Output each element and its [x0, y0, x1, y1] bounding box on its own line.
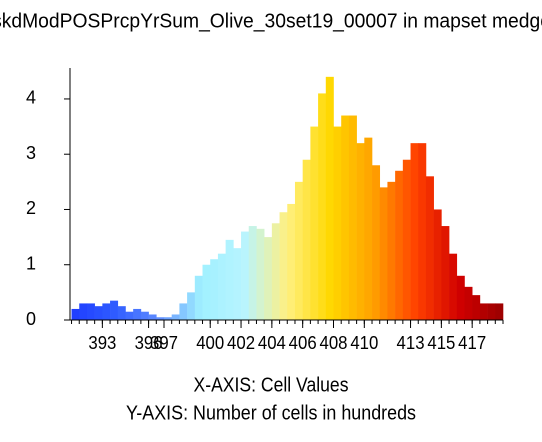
- bar: [225, 239, 234, 320]
- x-tick-label: 396: [135, 333, 163, 353]
- bar: [94, 306, 103, 320]
- x-tick-label: 404: [258, 333, 286, 353]
- bar: [356, 143, 365, 320]
- y-axis-label: Y-AXIS: Number of cells in hundreds: [126, 402, 416, 424]
- bar: [294, 181, 303, 320]
- bar: [110, 300, 119, 320]
- bar: [364, 137, 373, 320]
- bar: [148, 314, 157, 320]
- bar: [140, 311, 149, 320]
- bar: [125, 311, 134, 320]
- x-tick-label: 406: [289, 333, 317, 353]
- bar: [117, 306, 126, 320]
- bar: [256, 228, 265, 320]
- bar: [179, 303, 188, 320]
- bar: [102, 303, 111, 320]
- bar: [71, 308, 80, 320]
- bar: [271, 223, 280, 320]
- y-tick-label: 2: [26, 198, 36, 218]
- bar: [86, 303, 95, 320]
- bar: [210, 259, 219, 320]
- x-tick-label: 417: [458, 333, 486, 353]
- bar: [217, 253, 226, 320]
- bar: [433, 209, 442, 320]
- bar: [163, 317, 173, 320]
- bar: [325, 76, 334, 320]
- bar: [495, 303, 504, 320]
- bar: [379, 187, 388, 320]
- chart-title: MskdModPOSPrcpYrSum_Olive_30set19_00007 …: [0, 10, 542, 32]
- x-tick-label: 408: [319, 333, 347, 353]
- y-tick-label: 3: [26, 143, 36, 163]
- bar: [425, 176, 434, 320]
- bar: [233, 248, 242, 320]
- x-axis-label: X-AXIS: Cell Values: [194, 374, 349, 396]
- bar: [464, 286, 473, 320]
- bar: [264, 237, 273, 320]
- bar: [456, 275, 465, 320]
- bar: [287, 203, 296, 320]
- bar: [348, 115, 357, 321]
- bar: [133, 308, 142, 320]
- bar: [402, 159, 411, 320]
- bar: [387, 181, 396, 320]
- bar: [156, 317, 165, 320]
- bar: [333, 126, 342, 320]
- bar: [318, 93, 327, 320]
- bar: [241, 231, 250, 320]
- x-tick-label: 415: [427, 333, 455, 353]
- bar: [410, 143, 419, 320]
- bar: [79, 303, 88, 320]
- bar: [441, 226, 450, 320]
- bar: [302, 159, 311, 320]
- bar: [479, 303, 488, 320]
- y-tick-label: 1: [26, 253, 36, 273]
- bar: [395, 170, 404, 320]
- bar: [194, 275, 203, 320]
- y-tick-label: 0: [26, 309, 36, 329]
- bar: [248, 226, 257, 320]
- y-tick-label: 4: [26, 88, 36, 108]
- bar: [418, 143, 427, 320]
- bar: [187, 292, 196, 320]
- x-tick-label: 410: [350, 333, 378, 353]
- bar: [310, 126, 319, 320]
- bar: [202, 264, 211, 320]
- bar: [341, 115, 350, 321]
- bar: [449, 253, 458, 320]
- x-tick-label: 413: [397, 333, 425, 353]
- bar: [171, 314, 180, 320]
- bar: [472, 295, 481, 320]
- x-tick-label: 402: [227, 333, 255, 353]
- x-tick-label: 400: [196, 333, 224, 353]
- x-tick-label: 397: [150, 333, 178, 353]
- bar: [487, 303, 496, 320]
- x-tick-label: 393: [88, 333, 116, 353]
- bar: [279, 212, 288, 320]
- bar: [372, 165, 381, 320]
